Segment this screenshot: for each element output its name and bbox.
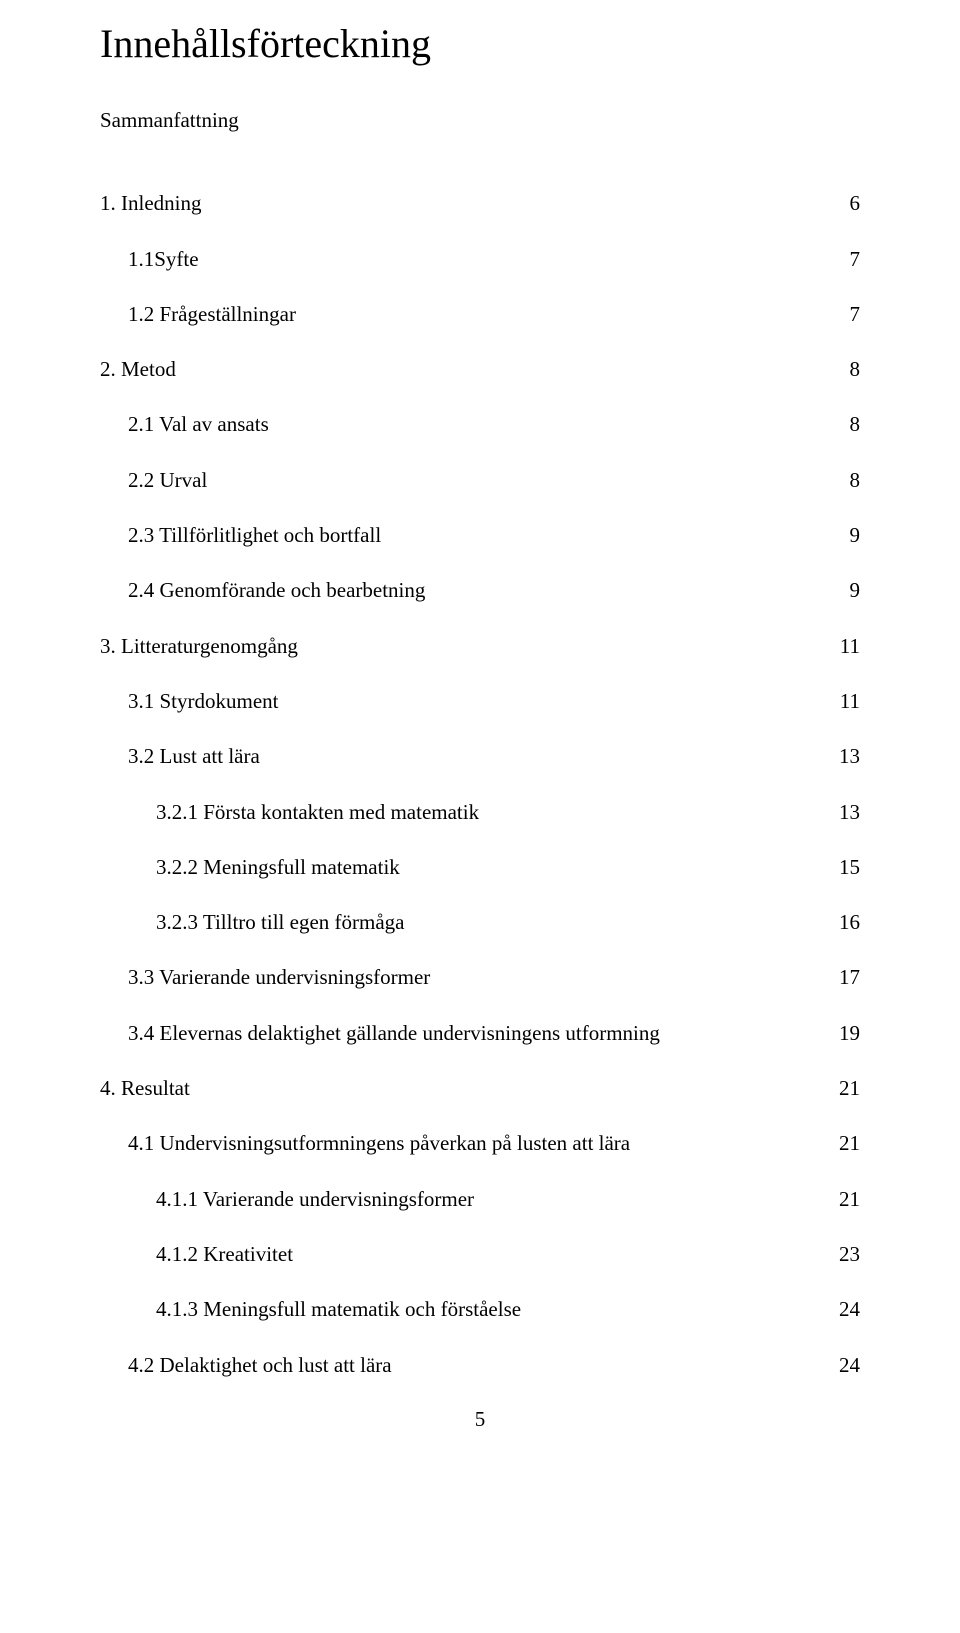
- toc-entry-page: 11: [820, 633, 860, 660]
- toc-entry-label: 3.2.3 Tilltro till egen förmåga: [156, 909, 404, 936]
- toc-entry-label: 3.2.2 Meningsfull matematik: [156, 854, 400, 881]
- toc-entry: 4.1 Undervisningsutformningens påverkan …: [100, 1130, 860, 1157]
- toc-entry-label: 3.1 Styrdokument: [128, 688, 279, 715]
- toc-entry-label: 2. Metod: [100, 356, 176, 383]
- toc-entry-label: 3.2.1 Första kontakten med matematik: [156, 799, 479, 826]
- toc-entry-page: 21: [819, 1130, 860, 1157]
- toc-entry-page: 16: [819, 909, 860, 936]
- toc-entry: 2.3 Tillförlitlighet och bortfall 9: [100, 522, 860, 549]
- toc-entry: 4.1.3 Meningsfull matematik och förståel…: [100, 1296, 860, 1323]
- toc-entry-page: 9: [830, 522, 861, 549]
- toc-entry: 3.2 Lust att lära 13: [100, 743, 860, 770]
- toc-entry-page: 13: [819, 743, 860, 770]
- toc-entry: 1. Inledning 6: [100, 190, 860, 217]
- toc-entry: 1.2 Frågeställningar 7: [100, 301, 860, 328]
- toc-entry-label: 1. Inledning: [100, 190, 201, 217]
- toc-entry-page: 8: [830, 356, 861, 383]
- toc-entry-label: 1.1Syfte: [128, 246, 199, 273]
- toc-entry: 2. Metod 8: [100, 356, 860, 383]
- toc-entry-label: 4. Resultat: [100, 1075, 190, 1102]
- toc-entry-page: 8: [830, 467, 861, 494]
- toc-container: 1. Inledning61.1Syfte71.2 Frågeställning…: [100, 190, 860, 1379]
- toc-entry-label: 3. Litteraturgenomgång: [100, 633, 298, 660]
- toc-entry-page: 15: [819, 854, 860, 881]
- toc-entry-page: 11: [820, 688, 860, 715]
- toc-entry-page: 17: [819, 964, 860, 991]
- toc-entry-label: 4.2 Delaktighet och lust att lära: [128, 1352, 392, 1379]
- toc-entry-page: 9: [830, 577, 861, 604]
- toc-entry: 3.4 Elevernas delaktighet gällande under…: [100, 1020, 860, 1047]
- toc-entry: 1.1Syfte 7: [100, 246, 860, 273]
- toc-entry: 3. Litteraturgenomgång 11: [100, 633, 860, 660]
- toc-entry-page: 21: [819, 1075, 860, 1102]
- toc-entry-page: 7: [830, 246, 861, 273]
- toc-entry: 3.1 Styrdokument 11: [100, 688, 860, 715]
- toc-entry: 3.2.3 Tilltro till egen förmåga 16: [100, 909, 860, 936]
- toc-entry-label: 3.2 Lust att lära: [128, 743, 260, 770]
- toc-entry: 4. Resultat 21: [100, 1075, 860, 1102]
- toc-entry-page: 7: [830, 301, 861, 328]
- toc-entry-page: 13: [819, 799, 860, 826]
- toc-entry: 4.1.2 Kreativitet 23: [100, 1241, 860, 1268]
- toc-entry-page: 24: [819, 1352, 860, 1379]
- toc-entry-label: 4.1.2 Kreativitet: [156, 1241, 293, 1268]
- document-title: Innehållsförteckning: [100, 20, 860, 67]
- toc-entry-label: 3.4 Elevernas delaktighet gällande under…: [128, 1020, 660, 1047]
- toc-entry-label: 4.1.1 Varierande undervisningsformer: [156, 1186, 474, 1213]
- toc-entry-label: 4.1.3 Meningsfull matematik och förståel…: [156, 1296, 521, 1323]
- toc-entry-page: 24: [819, 1296, 860, 1323]
- toc-entry-page: 19: [819, 1020, 860, 1047]
- toc-entry: 3.2.1 Första kontakten med matematik 13: [100, 799, 860, 826]
- footer-page-number: 5: [100, 1407, 860, 1432]
- toc-entry-label: 1.2 Frågeställningar: [128, 301, 296, 328]
- toc-entry: 4.2 Delaktighet och lust att lära 24: [100, 1352, 860, 1379]
- toc-entry: 3.2.2 Meningsfull matematik 15: [100, 854, 860, 881]
- toc-entry-label: 2.1 Val av ansats: [128, 411, 269, 438]
- toc-entry: 2.1 Val av ansats 8: [100, 411, 860, 438]
- toc-summary: Sammanfattning: [100, 107, 860, 134]
- toc-entry: 2.2 Urval 8: [100, 467, 860, 494]
- toc-entry-label: 2.4 Genomförande och bearbetning: [128, 577, 425, 604]
- toc-entry-page: 6: [830, 190, 861, 217]
- toc-entry: 3.3 Varierande undervisningsformer 17: [100, 964, 860, 991]
- toc-entry-label: 2.2 Urval: [128, 467, 207, 494]
- toc-entry-page: 21: [819, 1186, 860, 1213]
- toc-summary-label: Sammanfattning: [100, 107, 239, 134]
- toc-entry-page: 23: [819, 1241, 860, 1268]
- toc-entry-label: 4.1 Undervisningsutformningens påverkan …: [128, 1130, 630, 1157]
- toc-entry-label: 2.3 Tillförlitlighet och bortfall: [128, 522, 381, 549]
- toc-entry: 4.1.1 Varierande undervisningsformer 21: [100, 1186, 860, 1213]
- toc-entry-page: 8: [830, 411, 861, 438]
- toc-entry: 2.4 Genomförande och bearbetning 9: [100, 577, 860, 604]
- toc-entry-label: 3.3 Varierande undervisningsformer: [128, 964, 430, 991]
